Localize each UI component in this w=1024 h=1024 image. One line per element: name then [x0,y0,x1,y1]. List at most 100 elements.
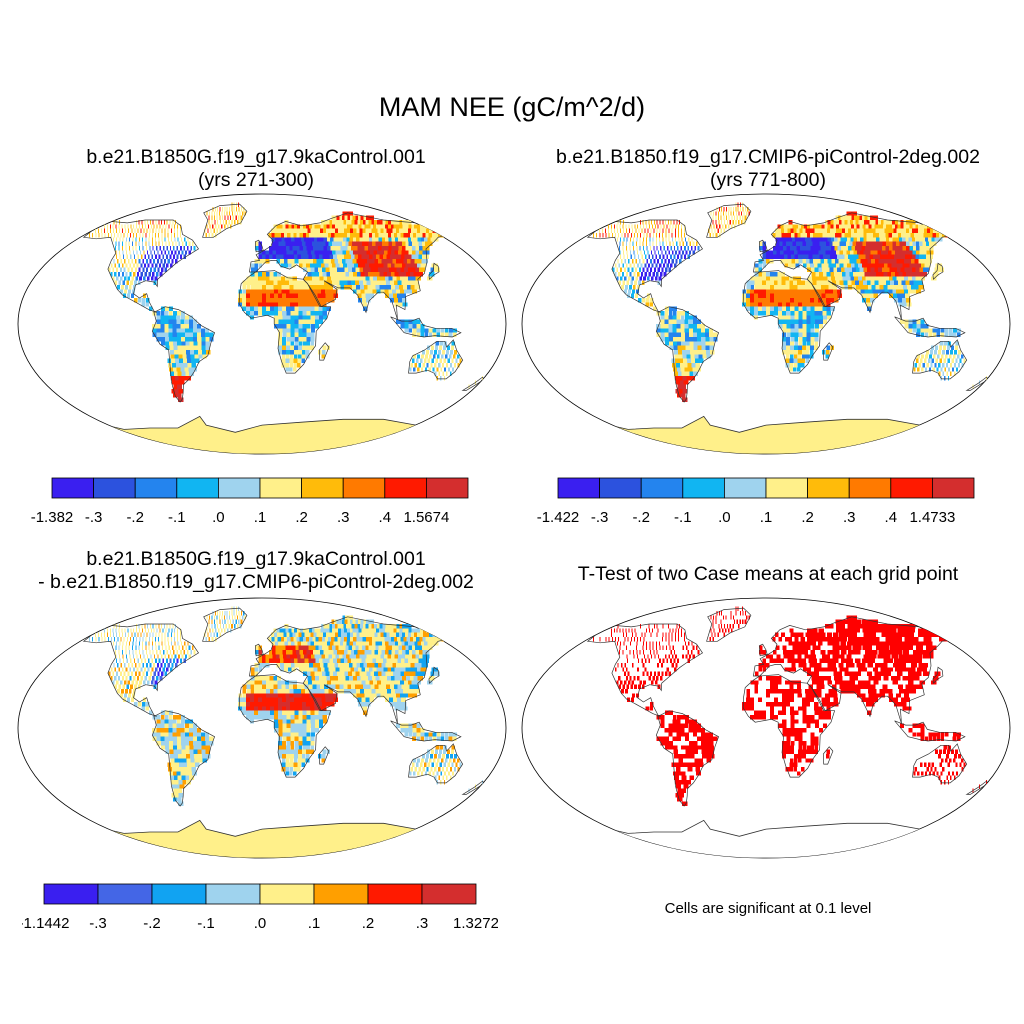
map-case1-coast-south_america [151,306,216,403]
colorbar-3-box-6 [367,883,423,905]
colorbar-2-label-4: .0 [718,509,731,526]
panel-4-title-line1: T-Test of two Case means at each grid po… [577,563,959,585]
colorbar-2-label-7: .3 [843,509,856,526]
colorbar-3-label-6: .2 [362,915,375,932]
colorbar-2-label-1: -.3 [591,509,609,526]
map-panel-3 [17,597,507,859]
colorbar-2-box-2 [640,477,684,499]
panel-3-title: b.e21.B1850G.f19_g17.9kaControl.001 - b.… [0,548,512,594]
map-diff-coast-south_america [151,710,216,807]
map-case1-coast-australia [408,339,464,380]
map-case2-coast-japan [932,262,944,280]
colorbar-2-label-5: .1 [760,509,773,526]
colorbar-1-label-7: .3 [337,509,350,526]
panel-3-title-line1: b.e21.B1850G.f19_g17.9kaControl.001 [86,548,426,570]
colorbar-2-box-8 [890,477,933,499]
panel-4-title: T-Test of two Case means at each grid po… [512,563,1024,586]
map-case2-coast-south_america [655,306,720,403]
significance-note: Cells are significant at 0.1 level [664,900,872,917]
colorbar-1-box-2 [134,477,178,499]
map-case2-coast-madagascar [822,342,834,361]
map-case1-coast-greenland [202,203,248,238]
map-ttest-coast-australia [912,743,968,784]
map-case1-coast-north_america [82,219,199,313]
colorbar-3-box-4 [259,883,315,905]
colorbar-2-box-4 [723,477,767,499]
colorbar-3-box-5 [313,883,369,905]
colorbar-1-label-3: -.1 [168,509,186,526]
map-case2-coast-greenland [706,203,752,238]
colorbar-2-label-3: -.1 [674,509,692,526]
colorbar-2-box-3 [682,477,725,499]
map-case2-coast-eurasia [752,212,956,320]
colorbar-2-box-7 [848,477,892,499]
map-ttest-coast-north_america [586,623,703,717]
panel-1-title: b.e21.B1850G.f19_g17.9kaControl.001 (yrs… [0,146,512,192]
colorbar-3-box-0 [43,883,99,905]
map-diff-coast-greenland [202,607,248,642]
colorbar-3-label-5: .1 [308,915,321,932]
colorbar-2-box-6 [807,477,850,499]
colorbar-2-box-0 [557,477,600,499]
colorbar-2-label-6: .2 [801,509,814,526]
figure-title: MAM NEE (gC/m^2/d) [378,92,646,122]
colorbar-2-box-1 [599,477,642,499]
panel-2-title-line2: (yrs 771-800) [710,169,826,191]
map-diff-coast-madagascar [318,746,330,765]
map-diff-coast-eurasia [248,616,452,724]
colorbar-3-label-3: -.1 [197,915,215,932]
map-diff-coast-australia [408,743,464,784]
colorbar-3-label-2: -.2 [143,915,161,932]
map-case1-coast-indonesia [390,316,462,338]
map-diff-coast-africa [238,674,332,778]
map-panel-4 [521,597,1011,859]
colorbar-3-box-3 [205,883,261,905]
colorbar-2-label-0: -1.422 [537,509,580,526]
panel-2-title-line1: b.e21.B1850.f19_g17.CMIP6-piControl-2deg… [556,146,980,168]
colorbar-1-label-5: .1 [254,509,267,526]
colorbar-3-label-4: .0 [254,915,267,932]
map-diff-coast-indonesia [390,720,462,742]
colorbar-2-box-9 [931,477,975,499]
map-ttest-coast-uk [758,643,768,657]
colorbar-1-label-6: .2 [295,509,308,526]
map-diff-coast-north_america [82,623,199,717]
map-ttest-coast-greenland [706,607,752,642]
colorbar-3-box-7 [421,883,477,905]
map-case2-coast-indonesia [894,316,966,338]
map-case2-coast-australia [912,339,968,380]
colorbar-1-label-4: .0 [212,509,225,526]
colorbar-1-box-7 [342,477,386,499]
map-ttest-coast-south_america [655,710,720,807]
map-panel-1 [17,193,507,455]
panel-3-title-line2: - b.e21.B1850.f19_g17.CMIP6-piControl-2d… [38,571,474,593]
colorbar-1-box-0 [51,477,94,499]
panel-2-title: b.e21.B1850.f19_g17.CMIP6-piControl-2deg… [512,146,1024,192]
colorbar-1-box-9 [425,477,469,499]
map-case2-coast-africa [742,270,836,374]
colorbar-1-box-6 [301,477,344,499]
colorbar-1-label-2: -.2 [126,509,144,526]
map-case2-coast-north_america [586,219,703,313]
colorbar-1-box-5 [259,477,302,499]
colorbar-1-box-3 [176,477,219,499]
map-ttest-coast-indonesia [894,720,966,742]
colorbar-3-box-1 [97,883,153,905]
map-ttest-coast-japan [932,666,944,684]
map-case2-coast-uk [758,239,768,253]
colorbar-1-box-4 [217,477,261,499]
map-case1-coast-africa [238,270,332,374]
map-diff-coast-uk [254,643,264,657]
colorbar-panel-3: -1.1442 -.3 -.2 -.1 .0 .1 .2 .3 1.3272 [22,883,498,932]
colorbar-3-label-7: .3 [416,915,429,932]
colorbar-3-label-1: -.3 [89,915,107,932]
map-ttest-coast-eurasia [752,616,956,724]
colorbar-1-label-8: .4 [379,509,392,526]
colorbar-2-label-8: .4 [885,509,898,526]
map-diff-coast-japan [428,666,440,684]
panel-1-title-line1: b.e21.B1850G.f19_g17.9kaControl.001 [86,146,426,168]
colorbar-1-box-1 [93,477,136,499]
map-panel-2 [521,193,1011,455]
map-case1-coast-madagascar [318,342,330,361]
colorbar-panel-2: -1.422 -.3 -.2 -.1 .0 .1 .2 .3 .4 1.4733 [537,477,975,526]
